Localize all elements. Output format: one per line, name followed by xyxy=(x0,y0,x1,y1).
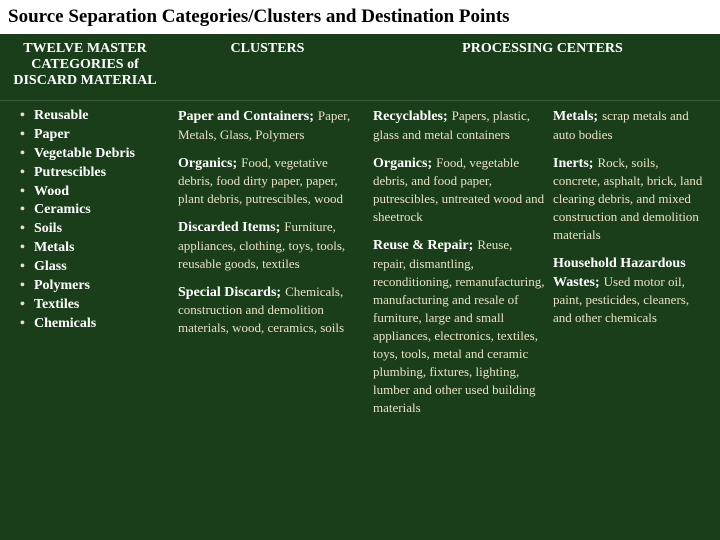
cluster-title: Organics; xyxy=(178,156,237,171)
master-categories-list: Reusable Paper Vegetable Debris Putresci… xyxy=(20,107,172,334)
processing-column-a: Recyclables; Papers, plastic, glass and … xyxy=(371,107,551,427)
list-item: Polymers xyxy=(20,277,172,296)
clusters-column: Paper and Containers; Paper, Metals, Gla… xyxy=(176,107,371,427)
processing-block: Recyclables; Papers, plastic, glass and … xyxy=(373,107,545,144)
list-item: Soils xyxy=(20,220,172,239)
page-title: Source Separation Categories/Clusters an… xyxy=(0,0,720,34)
processing-body: Reuse, repair, dismantling, reconditioni… xyxy=(373,237,544,415)
list-item: Reusable xyxy=(20,107,172,126)
processing-block: Metals; scrap metals and auto bodies xyxy=(553,107,708,144)
list-item: Textiles xyxy=(20,296,172,315)
processing-block: Inerts; Rock, soils, concrete, asphalt, … xyxy=(553,154,708,245)
cluster-block: Discarded Items; Furniture, appliances, … xyxy=(178,218,365,273)
header-clusters: CLUSTERS xyxy=(170,38,365,92)
header-master: TWELVE MASTER CATEGORIES of DISCARD MATE… xyxy=(0,38,170,92)
content-area: Reusable Paper Vegetable Debris Putresci… xyxy=(0,107,720,427)
processing-title: Organics; xyxy=(373,156,432,171)
processing-title: Recyclables; xyxy=(373,109,448,124)
cluster-title: Paper and Containers; xyxy=(178,109,314,124)
processing-block: Reuse & Repair; Reuse, repair, dismantli… xyxy=(373,236,545,417)
list-item: Glass xyxy=(20,258,172,277)
cluster-block: Special Discards; Chemicals, constructio… xyxy=(178,283,365,338)
cluster-block: Organics; Food, vegetative debris, food … xyxy=(178,154,365,209)
master-categories-column: Reusable Paper Vegetable Debris Putresci… xyxy=(6,107,176,427)
list-item: Metals xyxy=(20,239,172,258)
list-item: Ceramics xyxy=(20,201,172,220)
list-item: Paper xyxy=(20,126,172,145)
processing-block: Household Hazardous Wastes; Used motor o… xyxy=(553,254,708,327)
list-item: Chemicals xyxy=(20,315,172,334)
processing-column-b: Metals; scrap metals and auto bodies Ine… xyxy=(551,107,714,427)
list-item: Vegetable Debris xyxy=(20,145,172,164)
processing-block: Organics; Food, vegetable debris, and fo… xyxy=(373,154,545,227)
cluster-title: Discarded Items; xyxy=(178,220,280,235)
processing-title: Metals; xyxy=(553,109,598,124)
list-item: Wood xyxy=(20,183,172,202)
processing-title: Inerts; xyxy=(553,156,593,171)
processing-title: Reuse & Repair; xyxy=(373,238,473,253)
list-item: Putrescibles xyxy=(20,164,172,183)
column-headers: TWELVE MASTER CATEGORIES of DISCARD MATE… xyxy=(0,34,720,101)
cluster-title: Special Discards; xyxy=(178,285,281,300)
header-processing: PROCESSING CENTERS xyxy=(365,38,720,92)
cluster-block: Paper and Containers; Paper, Metals, Gla… xyxy=(178,107,365,144)
